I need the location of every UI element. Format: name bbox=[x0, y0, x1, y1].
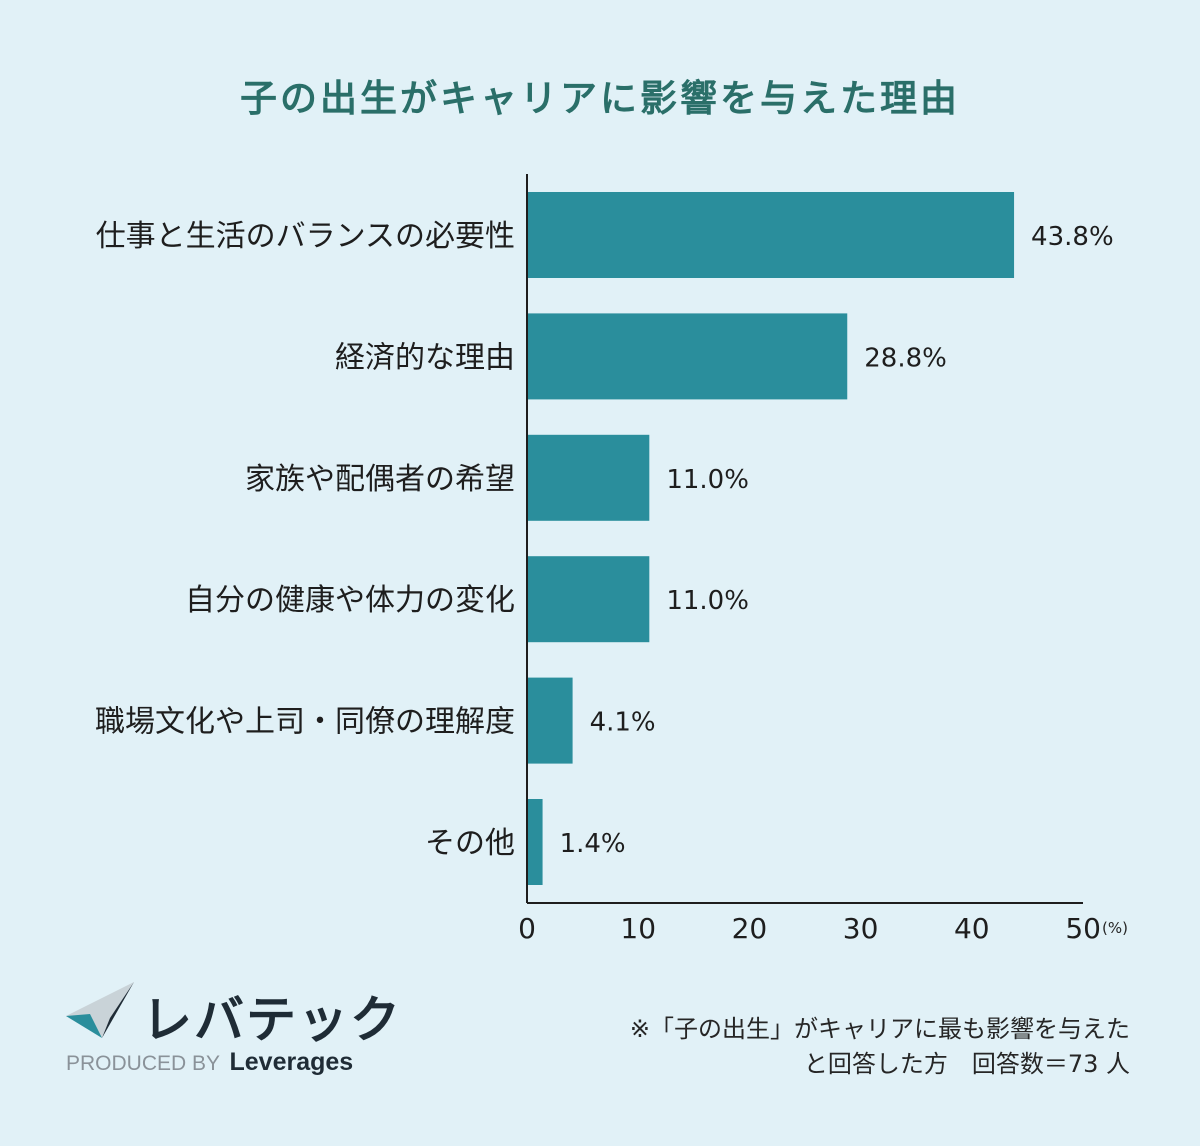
logo-mark-icon bbox=[66, 982, 134, 1038]
bar bbox=[527, 556, 650, 643]
x-tick-label: 0 bbox=[518, 912, 536, 945]
value-label: 1.4% bbox=[560, 829, 626, 859]
value-label: 43.8% bbox=[1031, 222, 1114, 252]
x-tick-label: 20 bbox=[732, 912, 768, 945]
category-label: 仕事と生活のバランスの必要性 bbox=[96, 219, 515, 254]
footnote-line-1: ※「子の出生」がキャリアに最も影響を与えた bbox=[629, 1015, 1130, 1043]
x-tick-label: 10 bbox=[620, 912, 656, 945]
x-tick-labels-layer: 0 10 20 30 40 50 bbox=[518, 912, 1101, 945]
x-tick-label: 40 bbox=[954, 912, 990, 945]
bar bbox=[527, 313, 848, 400]
category-label: 自分の健康や体力の変化 bbox=[185, 583, 515, 618]
bar bbox=[527, 799, 543, 885]
produced-by-label: PRODUCED BY bbox=[66, 1052, 220, 1075]
category-label: 職場文化や上司・同僚の理解度 bbox=[95, 705, 515, 740]
chart-title: 子の出生がキャリアに影響を与えた理由 bbox=[240, 77, 960, 120]
bar bbox=[527, 192, 1015, 278]
bar-chart: 仕事と生活のバランスの必要性経済的な理由家族や配偶者の希望自分の健康や体力の変化… bbox=[95, 174, 1128, 945]
value-label: 4.1% bbox=[590, 708, 656, 738]
value-label: 28.8% bbox=[864, 343, 947, 373]
value-label: 11.0% bbox=[666, 586, 749, 616]
category-labels-layer: 仕事と生活のバランスの必要性経済的な理由家族や配偶者の希望自分の健康や体力の変化… bbox=[95, 219, 515, 861]
value-labels-layer: 43.8% 28.8% 11.0% 11.0% 4.1% 1.4% bbox=[560, 222, 1114, 859]
footnote-line-2: と回答した方 回答数＝73 人 bbox=[803, 1050, 1130, 1078]
produced-by-text: PRODUCED BY Leverages bbox=[66, 1048, 353, 1077]
x-tick-label: 30 bbox=[843, 912, 879, 945]
category-label: 経済的な理由 bbox=[335, 340, 515, 375]
x-axis-unit: (%) bbox=[1102, 919, 1128, 937]
bar bbox=[527, 434, 650, 521]
logo-wordmark: レバテック bbox=[142, 991, 402, 1049]
bars-layer bbox=[527, 192, 1015, 885]
bar bbox=[527, 677, 573, 764]
leverages-logo: レバテック PRODUCED BY Leverages bbox=[66, 978, 400, 1078]
x-tick-label: 50 bbox=[1065, 912, 1101, 945]
brand-name: Leverages bbox=[229, 1048, 354, 1076]
category-label: その他 bbox=[425, 826, 515, 861]
category-label: 家族や配偶者の希望 bbox=[245, 462, 515, 497]
value-label: 11.0% bbox=[666, 465, 749, 495]
footnote: ※「子の出生」がキャリアに最も影響を与えた と回答した方 回答数＝73 人 bbox=[630, 1012, 1130, 1082]
